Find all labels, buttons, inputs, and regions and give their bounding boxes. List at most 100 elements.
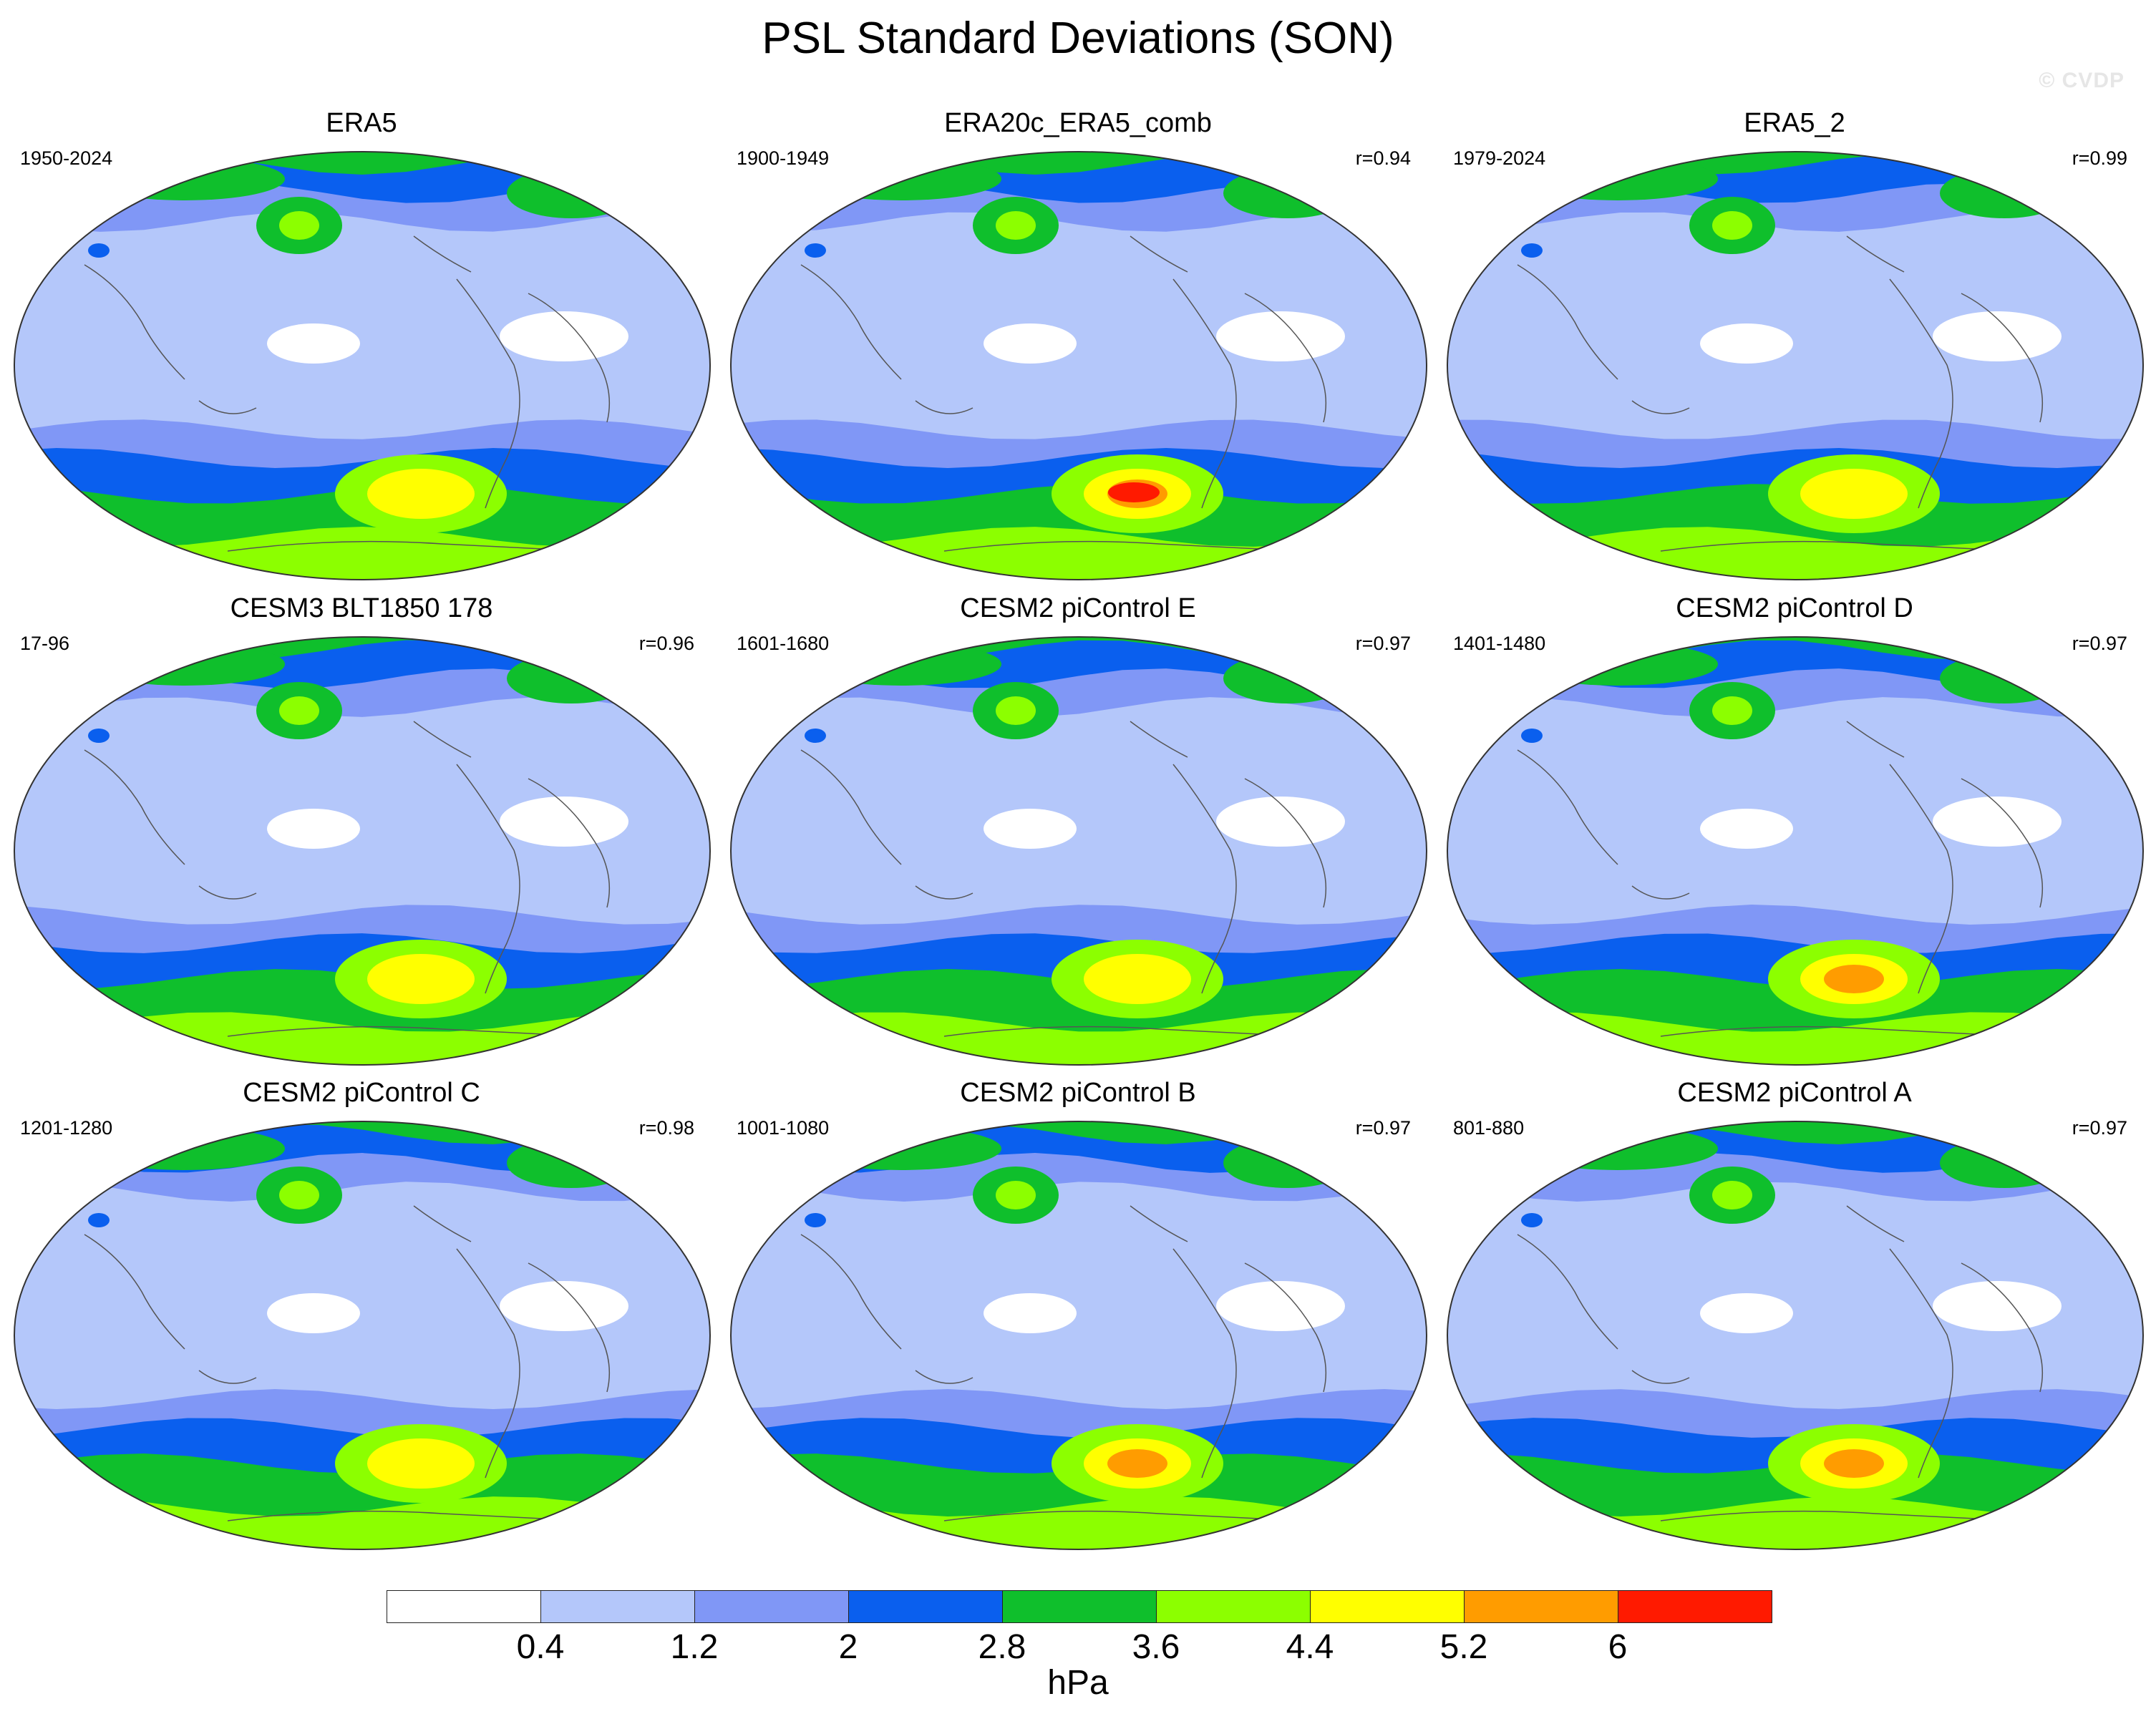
north-atlantic-max: [507, 168, 636, 218]
panel-period: 1979-2024: [1453, 147, 1546, 169]
amundsen-sea-core: [1800, 469, 1908, 519]
coastline: [1846, 1205, 1905, 1242]
map-panel: CESM2 piControl C 1201-1280 r=0.98: [7, 1076, 716, 1562]
map-outline: [730, 636, 1427, 1066]
colorbar-tick-label: 6: [1608, 1628, 1628, 1666]
antarctic-band: [14, 1496, 710, 1549]
north-pacific-max: [1518, 1127, 1718, 1170]
colorbar-tick-label: 1.2: [670, 1628, 719, 1666]
panel-title: CESM2 piControl D: [1676, 593, 1913, 623]
north-pacific-max: [84, 1127, 285, 1170]
map-panel: ERA5_2 1979-2024 r=0.99: [1440, 106, 2149, 593]
tropical-atlantic-min: [1933, 311, 2062, 361]
figure-title: PSL Standard Deviations (SON): [762, 14, 1394, 63]
coastline: [1846, 235, 1905, 273]
north-atlantic-max: [507, 653, 636, 703]
map-outline: [1447, 1121, 2144, 1550]
map-panel: CESM2 piControl D 1401-1480 r=0.97: [1440, 591, 2149, 1078]
amundsen-sea-peak: [1824, 965, 1884, 993]
coastline: [528, 293, 611, 423]
coastline: [1517, 264, 1618, 380]
coastline: [1130, 721, 1188, 758]
world-map: [1447, 1121, 2144, 1550]
panel-correlation: r=0.97: [1355, 633, 1411, 654]
world-map: [730, 636, 1427, 1066]
coastline: [1961, 778, 2044, 908]
coastline: [1889, 1248, 1953, 1479]
colorbar-swatch: [540, 1590, 695, 1623]
asia-spot: [805, 1213, 826, 1227]
antarctic-band: [1447, 1496, 2143, 1549]
coastline: [456, 278, 520, 509]
world-map: [14, 151, 711, 580]
panel-title: CESM3 BLT1850 178: [230, 593, 493, 623]
colorbar-tick-label: 3.6: [1132, 1628, 1180, 1666]
aleutian-low-core: [1712, 211, 1752, 240]
panel-title: CESM2 piControl E: [960, 593, 1196, 623]
colorbar-swatch: [848, 1590, 1003, 1623]
coastline: [1889, 764, 1953, 994]
map-panel: ERA5 1950-2024: [7, 106, 716, 593]
coastline: [1660, 540, 2019, 552]
coastline: [413, 721, 472, 758]
world-map: [1447, 151, 2144, 580]
panel-correlation: r=0.97: [1355, 1117, 1411, 1139]
map-panel: CESM3 BLT1850 178 17-96 r=0.96: [7, 591, 716, 1078]
colorbar-swatch: [1002, 1590, 1157, 1623]
coastline: [1660, 1026, 2019, 1037]
coastline: [1631, 400, 1690, 414]
coastline: [1172, 278, 1237, 509]
aleutian-low-core: [996, 1181, 1036, 1209]
panel-correlation: r=0.99: [2072, 147, 2127, 169]
colorbar-units: hPa: [1047, 1664, 1109, 1702]
cvdp-watermark: © CVDP: [2039, 69, 2125, 92]
tropical-atlantic-min: [1216, 797, 1345, 847]
colorbar-tick-label: 2: [838, 1628, 858, 1666]
world-map: [14, 1121, 711, 1550]
tropical-pacific-min: [984, 809, 1077, 849]
coastline: [1517, 1234, 1618, 1350]
tropical-atlantic-min: [500, 311, 628, 361]
coastline: [84, 749, 185, 865]
panel-period: 1950-2024: [20, 147, 113, 169]
aleutian-low-core: [996, 696, 1036, 725]
coastline: [84, 264, 185, 380]
map-outline: [14, 1121, 711, 1550]
map-outline: [14, 151, 711, 580]
asia-spot: [805, 729, 826, 743]
coastline: [413, 1205, 472, 1242]
world-map: [1447, 636, 2144, 1066]
colorbar-swatch: [694, 1590, 849, 1623]
coastline: [1130, 235, 1188, 273]
colorbar-swatch: [1618, 1590, 1772, 1623]
asia-spot: [88, 1213, 110, 1227]
north-atlantic-max: [1940, 168, 2069, 218]
panel-title: CESM2 piControl A: [1677, 1078, 1912, 1108]
coastline: [1631, 1370, 1690, 1384]
coastline: [1846, 721, 1905, 758]
map-panel: CESM2 piControl A 801-880 r=0.97: [1440, 1076, 2149, 1562]
coastline: [227, 1026, 586, 1037]
coastline: [800, 749, 902, 865]
colorbar-tick-label: 0.4: [516, 1628, 565, 1666]
coastline: [915, 400, 973, 414]
antarctic-band: [1447, 1012, 2143, 1065]
colorbar-swatch: [1464, 1590, 1618, 1623]
coastline: [528, 778, 611, 908]
coastline: [1961, 1262, 2044, 1393]
asia-spot: [1521, 1213, 1543, 1227]
panel-correlation: r=0.96: [638, 633, 694, 654]
north-pacific-max: [84, 643, 285, 686]
coastline: [198, 1370, 257, 1384]
antarctic-band: [14, 527, 710, 580]
colorbar-swatch: [1310, 1590, 1465, 1623]
tropical-pacific-min: [267, 1293, 360, 1333]
panel-period: 1601-1680: [737, 633, 830, 654]
coastline: [1961, 293, 2044, 423]
coastline: [1244, 778, 1327, 908]
tropical-pacific-min: [984, 323, 1077, 364]
map-outline: [1447, 151, 2144, 580]
tropical-atlantic-min: [1216, 1281, 1345, 1331]
coastline: [1660, 1510, 2019, 1521]
coastline: [456, 764, 520, 994]
